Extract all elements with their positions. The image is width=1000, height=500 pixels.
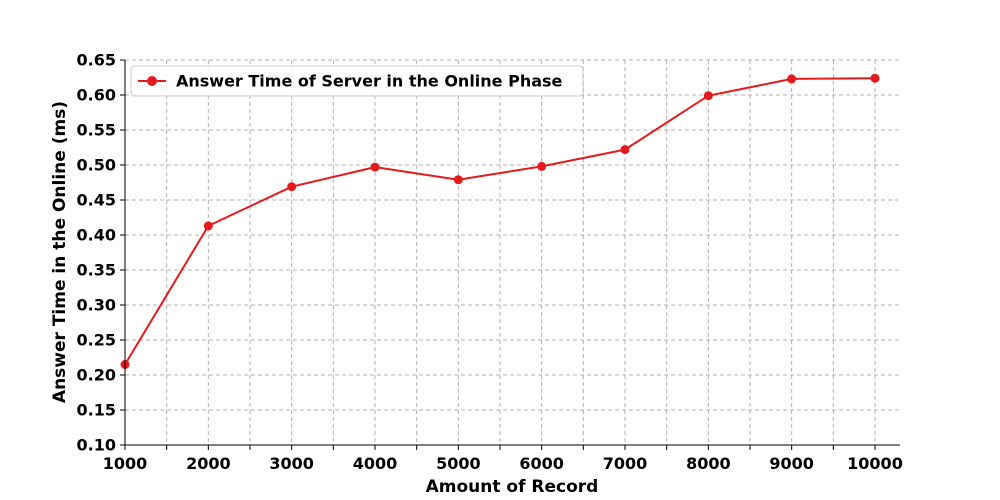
y-tick-label: 0.25 [77,331,116,350]
x-tick-label: 7000 [603,454,648,473]
x-tick-label: 4000 [353,454,398,473]
data-point [703,91,713,101]
y-tick-label: 0.65 [77,51,116,70]
x-tick-label: 6000 [519,454,564,473]
grid-lines [125,59,900,445]
y-tick-label: 0.10 [77,436,116,455]
data-point [787,74,797,84]
series-line [124,77,876,366]
legend: Answer Time of Server in the Online Phas… [130,65,584,97]
y-tick-label: 0.55 [77,121,116,140]
y-tick-label: 0.40 [77,226,116,245]
axes [124,60,900,446]
x-tick-label: 2000 [186,454,231,473]
y-tick-label: 0.60 [77,86,116,105]
data-point [870,73,880,83]
x-tick-label: 3000 [269,454,314,473]
legend-entry-label: Answer Time of Server in the Online Phas… [176,72,563,91]
x-tick-label: 9000 [769,454,814,473]
x-axis-label: Amount of Record [426,477,599,497]
data-point [287,182,297,192]
x-tick-label: 1000 [103,454,148,473]
data-point [453,175,463,185]
data-point [370,162,380,172]
y-tick-label: 0.45 [77,191,116,210]
y-tick-label: 0.20 [77,366,116,385]
y-tick-label: 0.30 [77,296,116,315]
x-tick-label: 5000 [436,454,481,473]
series-layer [120,73,880,369]
y-tick-label: 0.15 [77,401,116,420]
legend-box [130,65,584,97]
data-point [537,161,547,171]
data-point [203,221,213,231]
x-tick-label: 8000 [686,454,731,473]
legend-marker-swatch [147,76,157,86]
ticks: 1000 2000 3000 4000 5000 6000 7000 8000 9000 1000… [77,51,903,474]
y-axis-label: Answer Time in the Online (ms) [50,101,70,403]
data-point [620,145,630,155]
x-tick-label: 10000 [847,454,903,473]
y-tick-label: 0.50 [77,156,116,175]
y-tick-label: 0.35 [77,261,116,280]
